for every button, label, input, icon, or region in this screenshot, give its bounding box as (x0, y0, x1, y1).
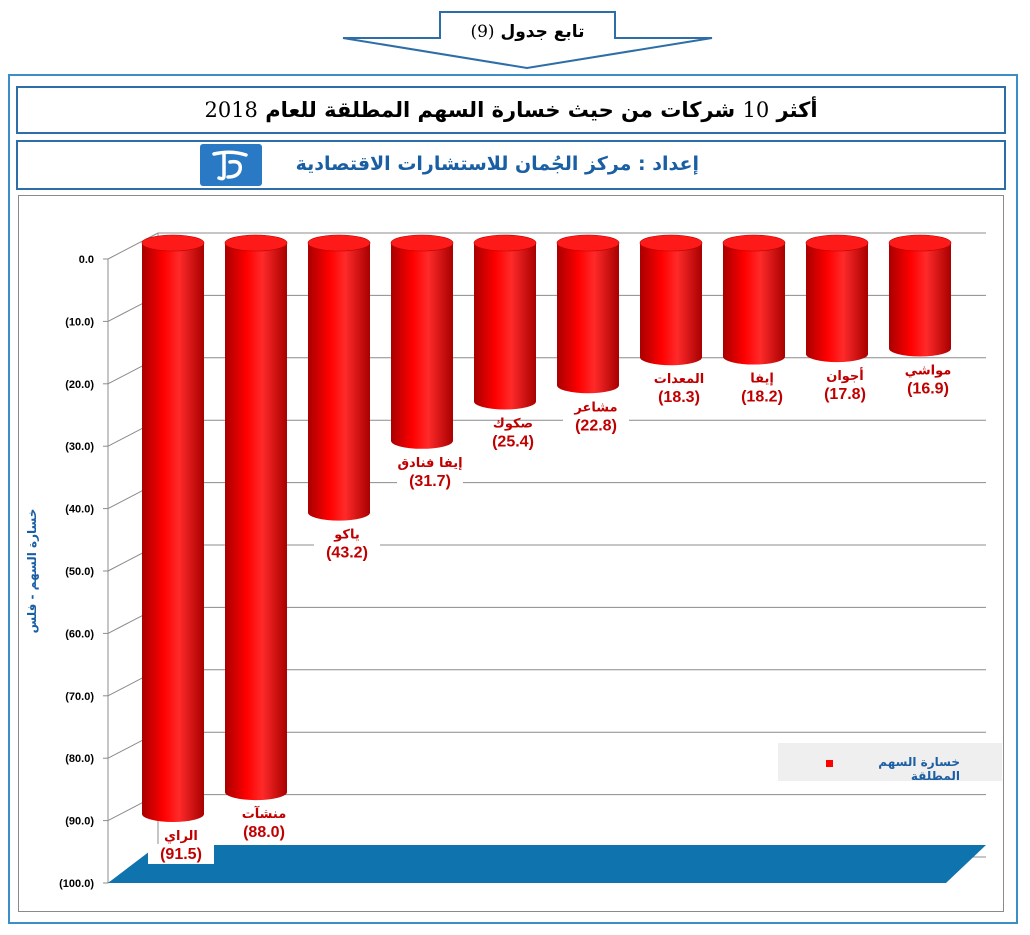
bar (806, 243, 868, 363)
bar-top (224, 234, 288, 252)
data-label-bg (397, 470, 463, 491)
table-continuation-arrow (342, 11, 713, 70)
bar-top (307, 234, 371, 252)
arrow-label-number: (9) (470, 22, 495, 42)
category-label: مواشي (905, 363, 952, 378)
prepared-by-text: إعداد : مركز الجُمان للاستشارات الاقتصاد… (295, 153, 699, 175)
data-label-bg (646, 387, 712, 408)
bar-top (805, 234, 869, 252)
y-tick-label: (10.0) (65, 316, 94, 328)
data-label: (43.2) (326, 545, 368, 562)
bar-top (556, 234, 620, 252)
data-label: (88.0) (243, 824, 285, 841)
bar (474, 243, 536, 410)
outer-frame (8, 74, 1018, 924)
bar-top (888, 234, 952, 252)
data-label: (17.8) (824, 386, 866, 403)
data-label: (16.9) (907, 380, 949, 397)
title-year: 2018 (204, 98, 258, 122)
category-label: المعدات (654, 372, 704, 387)
bar-top (473, 234, 537, 252)
bar (391, 243, 453, 449)
y-tick-label: (20.0) (65, 379, 94, 391)
bar (142, 243, 204, 822)
y-tick-label: (90.0) (65, 816, 94, 828)
y-tick-label: (50.0) (65, 566, 94, 578)
gridline-connector (107, 232, 159, 260)
legend-marker (826, 760, 833, 767)
y-tick-label: (30.0) (65, 441, 94, 453)
y-axis-title: خسارة السهم - فلس (25, 509, 39, 634)
bar-top (639, 234, 703, 252)
data-label-bg (480, 431, 546, 452)
y-tick-label: (60.0) (65, 628, 94, 640)
data-label-bg (314, 542, 380, 563)
data-label: (18.3) (658, 389, 700, 406)
data-label-bg (231, 822, 297, 843)
data-label-bg (148, 843, 214, 864)
arrow-label-prefix: تابع جدول (500, 22, 585, 42)
chart-area (18, 195, 1004, 912)
data-label: (25.4) (492, 433, 534, 450)
title-part2: شركات من حيث خسارة السهم المطلقة للعام (265, 98, 736, 122)
bar (557, 243, 619, 394)
bar (308, 243, 370, 521)
bar (723, 243, 785, 365)
y-tick-label: (70.0) (65, 691, 94, 703)
legend (778, 743, 1002, 781)
category-label: إيفا (750, 372, 774, 387)
data-label: (22.8) (575, 417, 617, 434)
title-number: 10 (742, 98, 770, 122)
title-part1: أكثر (776, 98, 818, 122)
category-label: منشآت (242, 805, 287, 822)
bar (225, 243, 287, 801)
data-label-bg (895, 378, 961, 399)
data-label-bg (729, 386, 795, 407)
bar-top (141, 234, 205, 252)
y-tick-label: (40.0) (65, 504, 94, 516)
chart-floor (108, 845, 986, 883)
category-label: أجوان (826, 367, 864, 384)
prepared-by-box: إعداد : مركز الجُمان للاستشارات الاقتصاد… (16, 140, 1006, 190)
bar-top (722, 234, 786, 252)
bar (889, 243, 951, 357)
data-label-bg (812, 384, 878, 405)
data-label: (18.2) (741, 389, 783, 406)
page-title: أكثر 10 شركات من حيث خسارة السهم المطلقة… (18, 88, 1004, 132)
bar (640, 243, 702, 366)
bar-chart: 0.0 (10.0) (20.0) (30.0) (40.0) (50.0) (60.0) (… (25, 232, 986, 890)
data-label: (91.5) (160, 846, 202, 863)
aljuman-logo-icon (200, 144, 262, 186)
y-tick-label: (100.0) (59, 878, 94, 890)
y-tick-label: (80.0) (65, 753, 94, 765)
category-label: إيفا فنادق (397, 456, 462, 471)
data-label: (31.7) (409, 473, 451, 490)
category-label: ياكو (333, 528, 359, 543)
category-label: صكوك (493, 416, 533, 431)
category-label: مشاعر (573, 400, 617, 415)
category-label: الراي (164, 829, 198, 844)
legend-label: خسارة السهم المطلقة (878, 755, 960, 783)
bar-top (390, 234, 454, 252)
title-box: أكثر 10 شركات من حيث خسارة السهم المطلقة… (16, 86, 1006, 134)
y-tick-label: 0.0 (79, 254, 94, 266)
data-label-bg (563, 415, 629, 436)
table-continuation-label: تابع جدول (9) (440, 22, 615, 42)
